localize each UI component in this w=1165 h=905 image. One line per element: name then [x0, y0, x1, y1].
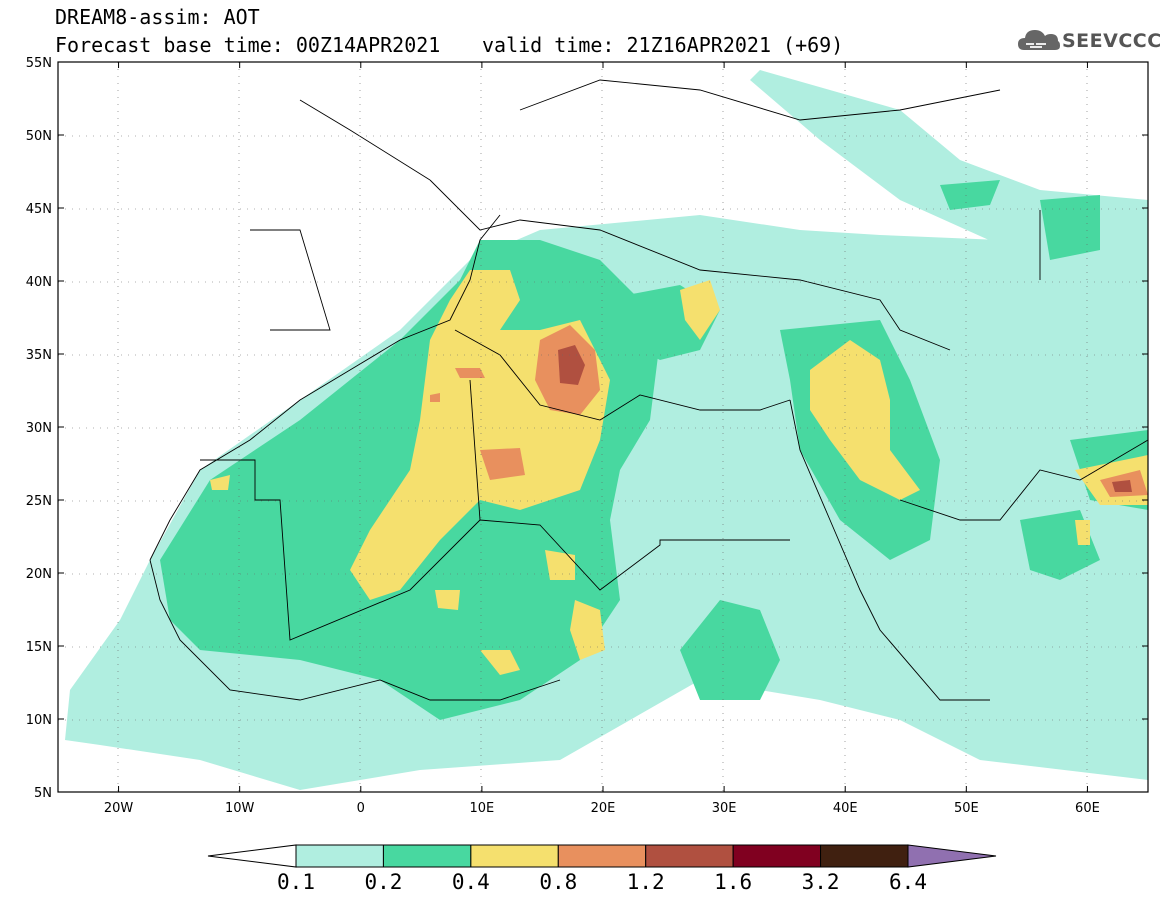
lon-tick-label: 30E — [712, 801, 737, 816]
lat-tick-label: 15N — [26, 640, 52, 655]
lat-tick-label: 55N — [26, 56, 52, 71]
aot-band-1.2 — [558, 345, 1132, 492]
lon-tick-label: 10W — [225, 801, 255, 816]
lat-tick-label: 35N — [26, 348, 52, 363]
lon-tick-label: 20E — [591, 801, 616, 816]
colorbar-swatch — [295, 844, 384, 868]
lon-tick-label: 10E — [470, 801, 495, 816]
seevccc-logo: SEEVCCC — [1016, 22, 1161, 58]
colorbar-swatch — [470, 844, 559, 868]
lat-tick-label: 45N — [26, 202, 52, 217]
lat-tick-label: 40N — [26, 275, 52, 290]
aot-field — [58, 62, 1148, 792]
colorbar-threshold-label: 6.4 — [889, 870, 927, 894]
lat-tick-label: 10N — [26, 713, 52, 728]
lat-tick-label: 30N — [26, 421, 52, 436]
colorbar-swatch — [732, 844, 822, 868]
lon-tick-label: 40E — [833, 801, 858, 816]
logo-text: SEEVCCC — [1062, 30, 1162, 52]
country-borders — [149, 79, 1148, 701]
colorbar-threshold-label: 0.4 — [451, 870, 490, 894]
colorbar-swatch — [820, 844, 909, 868]
colorbar-swatch — [645, 844, 734, 868]
colorbar-threshold-label: 3.2 — [801, 870, 840, 894]
lon-tick-label: 20W — [104, 801, 134, 816]
lon-tick-label: 60E — [1075, 801, 1100, 816]
lon-tick-label: 50E — [954, 801, 979, 816]
cloud-icon — [1018, 30, 1060, 50]
chart-title: DREAM8-assim: AOT — [55, 5, 260, 29]
colorbar-threshold-label: 0.1 — [277, 870, 315, 894]
colorbar — [207, 844, 997, 868]
colorbar-underflow-triangle — [207, 844, 297, 868]
colorbar-threshold-label: 0.2 — [364, 870, 403, 894]
grid-lines — [58, 62, 1148, 792]
lat-tick-label: 50N — [26, 129, 52, 144]
colorbar-threshold-label: 1.2 — [626, 870, 665, 894]
valid-time: valid time: 21Z16APR2021 (+69) — [482, 33, 844, 57]
colorbar-overflow-triangle — [907, 844, 997, 868]
colorbar-threshold-label: 0.8 — [539, 870, 578, 894]
lat-tick-label: 25N — [26, 494, 52, 509]
lat-tick-label: 5N — [34, 786, 52, 801]
colorbar-threshold-label: 1.6 — [714, 870, 753, 894]
lat-tick-label: 20N — [26, 567, 52, 582]
colorbar-swatch — [382, 844, 472, 868]
forecast-base-time: Forecast base time: 00Z14APR2021 — [55, 33, 441, 57]
axis-ticks: 55N 50N 45N 40N 35N 30N 25N 20N 15N 10N 5N 20W 10W 0 1… — [26, 56, 1148, 816]
lon-tick-label: 0 — [357, 801, 365, 816]
colorbar-swatch — [557, 844, 647, 868]
